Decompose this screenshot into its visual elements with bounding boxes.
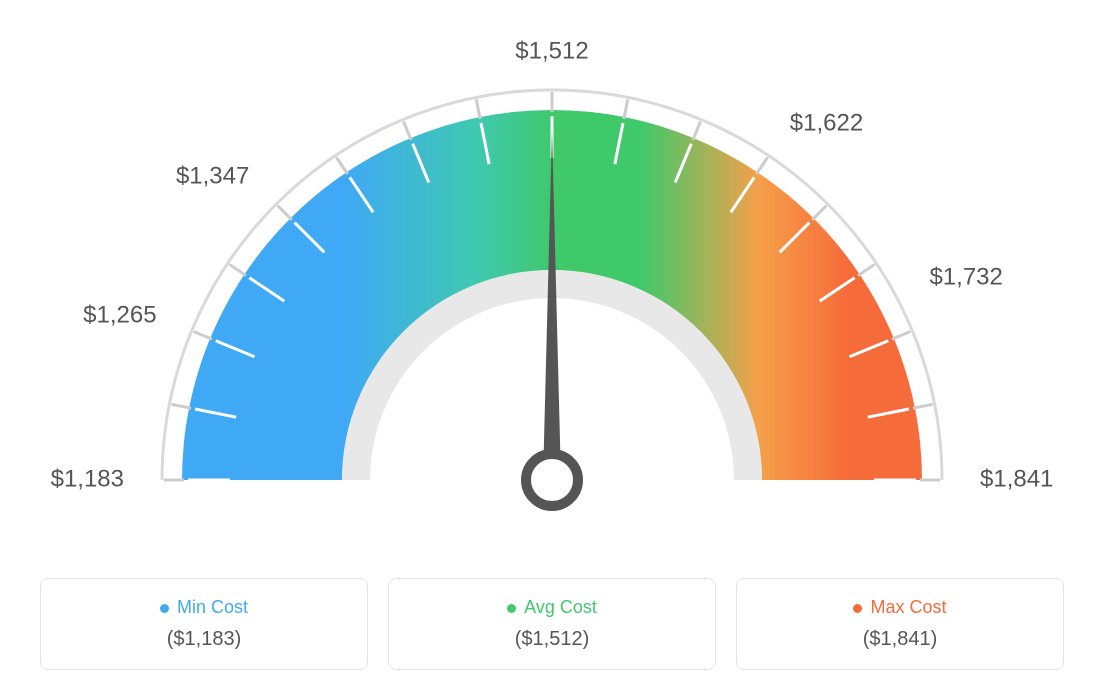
max-cost-value: ($1,841)	[759, 628, 1041, 651]
avg-cost-label: Avg Cost	[524, 597, 597, 617]
min-cost-label: Min Cost	[177, 597, 248, 617]
gauge-tick-label: $1,732	[929, 264, 1002, 291]
gauge-tick-label: $1,265	[83, 302, 156, 329]
avg-dot-icon	[507, 604, 516, 613]
gauge-tick-label: $1,347	[176, 163, 249, 190]
min-dot-icon	[160, 604, 169, 613]
min-cost-title: Min Cost	[63, 597, 345, 618]
max-cost-card: Max Cost ($1,841)	[736, 578, 1064, 670]
chart-container: $1,183 $1,265 $1,347 $1,512 $1,622 $1,732 $1,8…	[0, 0, 1104, 690]
gauge-tick-label: $1,512	[515, 37, 588, 64]
avg-cost-value: ($1,512)	[411, 628, 693, 651]
avg-cost-title: Avg Cost	[411, 597, 693, 618]
min-cost-value: ($1,183)	[63, 628, 345, 651]
avg-cost-card: Avg Cost ($1,512)	[388, 578, 716, 670]
max-dot-icon	[853, 604, 862, 613]
min-cost-card: Min Cost ($1,183)	[40, 578, 368, 670]
cost-cards-row: Min Cost ($1,183) Avg Cost ($1,512) Max …	[40, 578, 1064, 670]
gauge-chart: $1,183 $1,265 $1,347 $1,512 $1,622 $1,732 $1,8…	[22, 10, 1082, 570]
gauge-tick-label: $1,622	[790, 109, 863, 136]
gauge-tick-label: $1,841	[980, 465, 1053, 492]
max-cost-label: Max Cost	[870, 597, 946, 617]
max-cost-title: Max Cost	[759, 597, 1041, 618]
gauge-tick-label: $1,183	[51, 465, 124, 492]
gauge-hub	[526, 454, 578, 506]
gauge-svg: $1,183 $1,265 $1,347 $1,512 $1,622 $1,732 $1,8…	[22, 10, 1082, 570]
